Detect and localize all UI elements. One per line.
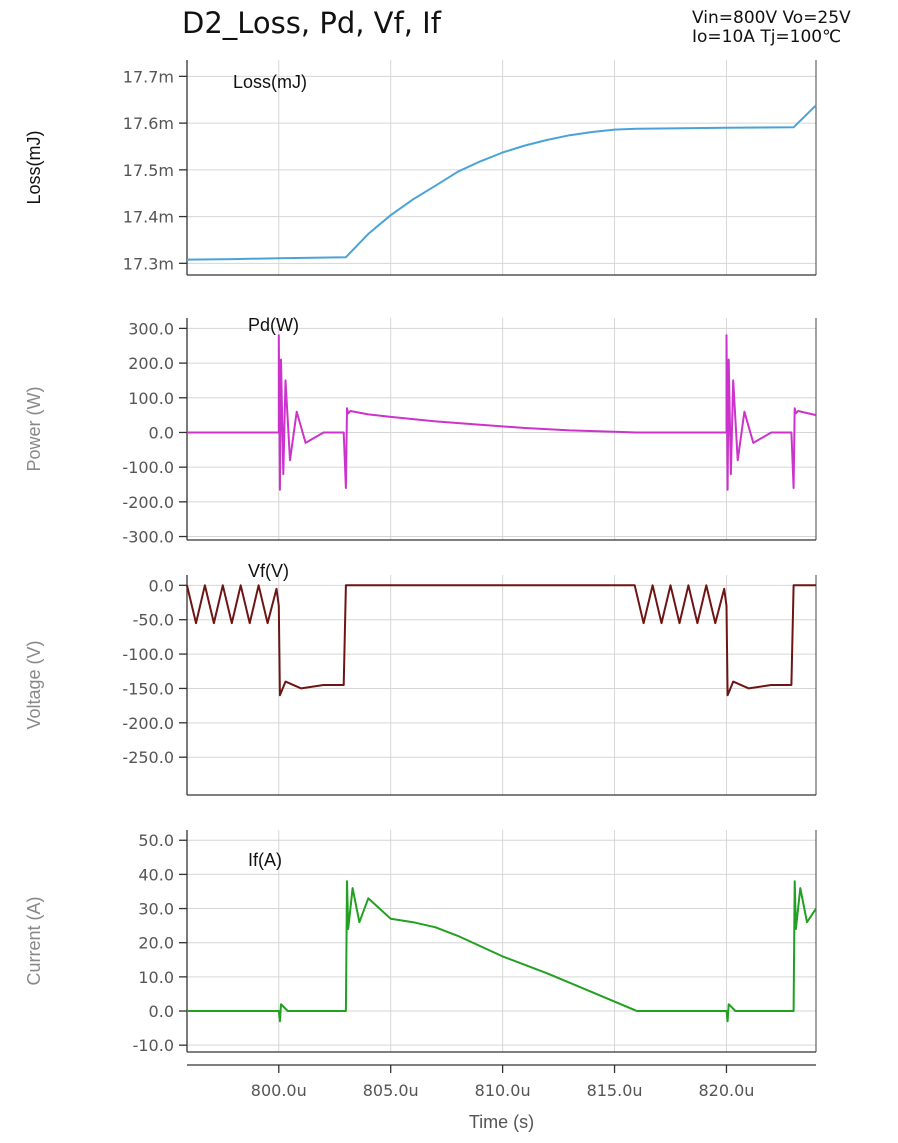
y-tick-label: 10.0 — [138, 968, 174, 987]
y-tick-label: 40.0 — [138, 865, 174, 884]
y-tick-label: 30.0 — [138, 900, 174, 919]
x-tick-label: 800.0u — [251, 1081, 307, 1100]
conditions-line-2: Io=10A Tj=100℃ — [692, 27, 842, 47]
series-line — [187, 334, 817, 491]
y-tick-label: -100.0 — [122, 645, 174, 664]
y-axis-label: Loss(mJ) — [24, 130, 44, 204]
x-axis-label: Time (s) — [469, 1112, 534, 1132]
y-tick-label: -150.0 — [122, 679, 174, 698]
y-tick-label: 50.0 — [138, 831, 174, 850]
y-tick-label: -100.0 — [122, 458, 174, 477]
conditions-line-1: Vin=800V Vo=25V — [692, 8, 851, 28]
y-tick-label: 0.0 — [149, 423, 174, 442]
y-tick-label: 17.4m — [123, 208, 174, 227]
y-tick-label: 20.0 — [138, 934, 174, 953]
x-tick-label: 810.0u — [475, 1081, 531, 1100]
y-tick-label: -50.0 — [133, 611, 174, 630]
y-tick-label: 0.0 — [149, 576, 174, 595]
series-line — [187, 880, 817, 1023]
y-tick-label: -10.0 — [133, 1036, 174, 1055]
y-tick-label: 17.6m — [123, 114, 174, 133]
y-tick-label: -250.0 — [122, 748, 174, 767]
y-axis-label: Current (A) — [24, 896, 44, 985]
series-line — [186, 584, 816, 697]
x-tick-label: 815.0u — [587, 1081, 643, 1100]
chart-title: D2_Loss, Pd, Vf, If — [182, 6, 441, 40]
y-tick-label: 17.3m — [123, 254, 174, 273]
y-tick-label: 17.7m — [123, 67, 174, 86]
series-annotation: Pd(W) — [248, 315, 299, 335]
y-tick-label: 200.0 — [128, 354, 174, 373]
y-axis-label: Power (W) — [24, 387, 44, 472]
series-annotation: If(A) — [248, 850, 282, 870]
y-tick-label: 0.0 — [149, 1002, 174, 1021]
y-tick-label: 17.5m — [123, 161, 174, 180]
x-tick-label: 805.0u — [363, 1081, 419, 1100]
y-tick-label: -300.0 — [122, 528, 174, 547]
x-tick-label: 820.0u — [698, 1081, 754, 1100]
series-line — [186, 104, 817, 261]
y-axis-label: Voltage (V) — [24, 640, 44, 729]
y-tick-label: -200.0 — [122, 714, 174, 733]
y-tick-label: 100.0 — [128, 389, 174, 408]
y-tick-label: 300.0 — [128, 319, 174, 338]
y-tick-label: -200.0 — [122, 493, 174, 512]
series-annotation: Loss(mJ) — [233, 72, 307, 92]
series-annotation: Vf(V) — [248, 561, 289, 581]
